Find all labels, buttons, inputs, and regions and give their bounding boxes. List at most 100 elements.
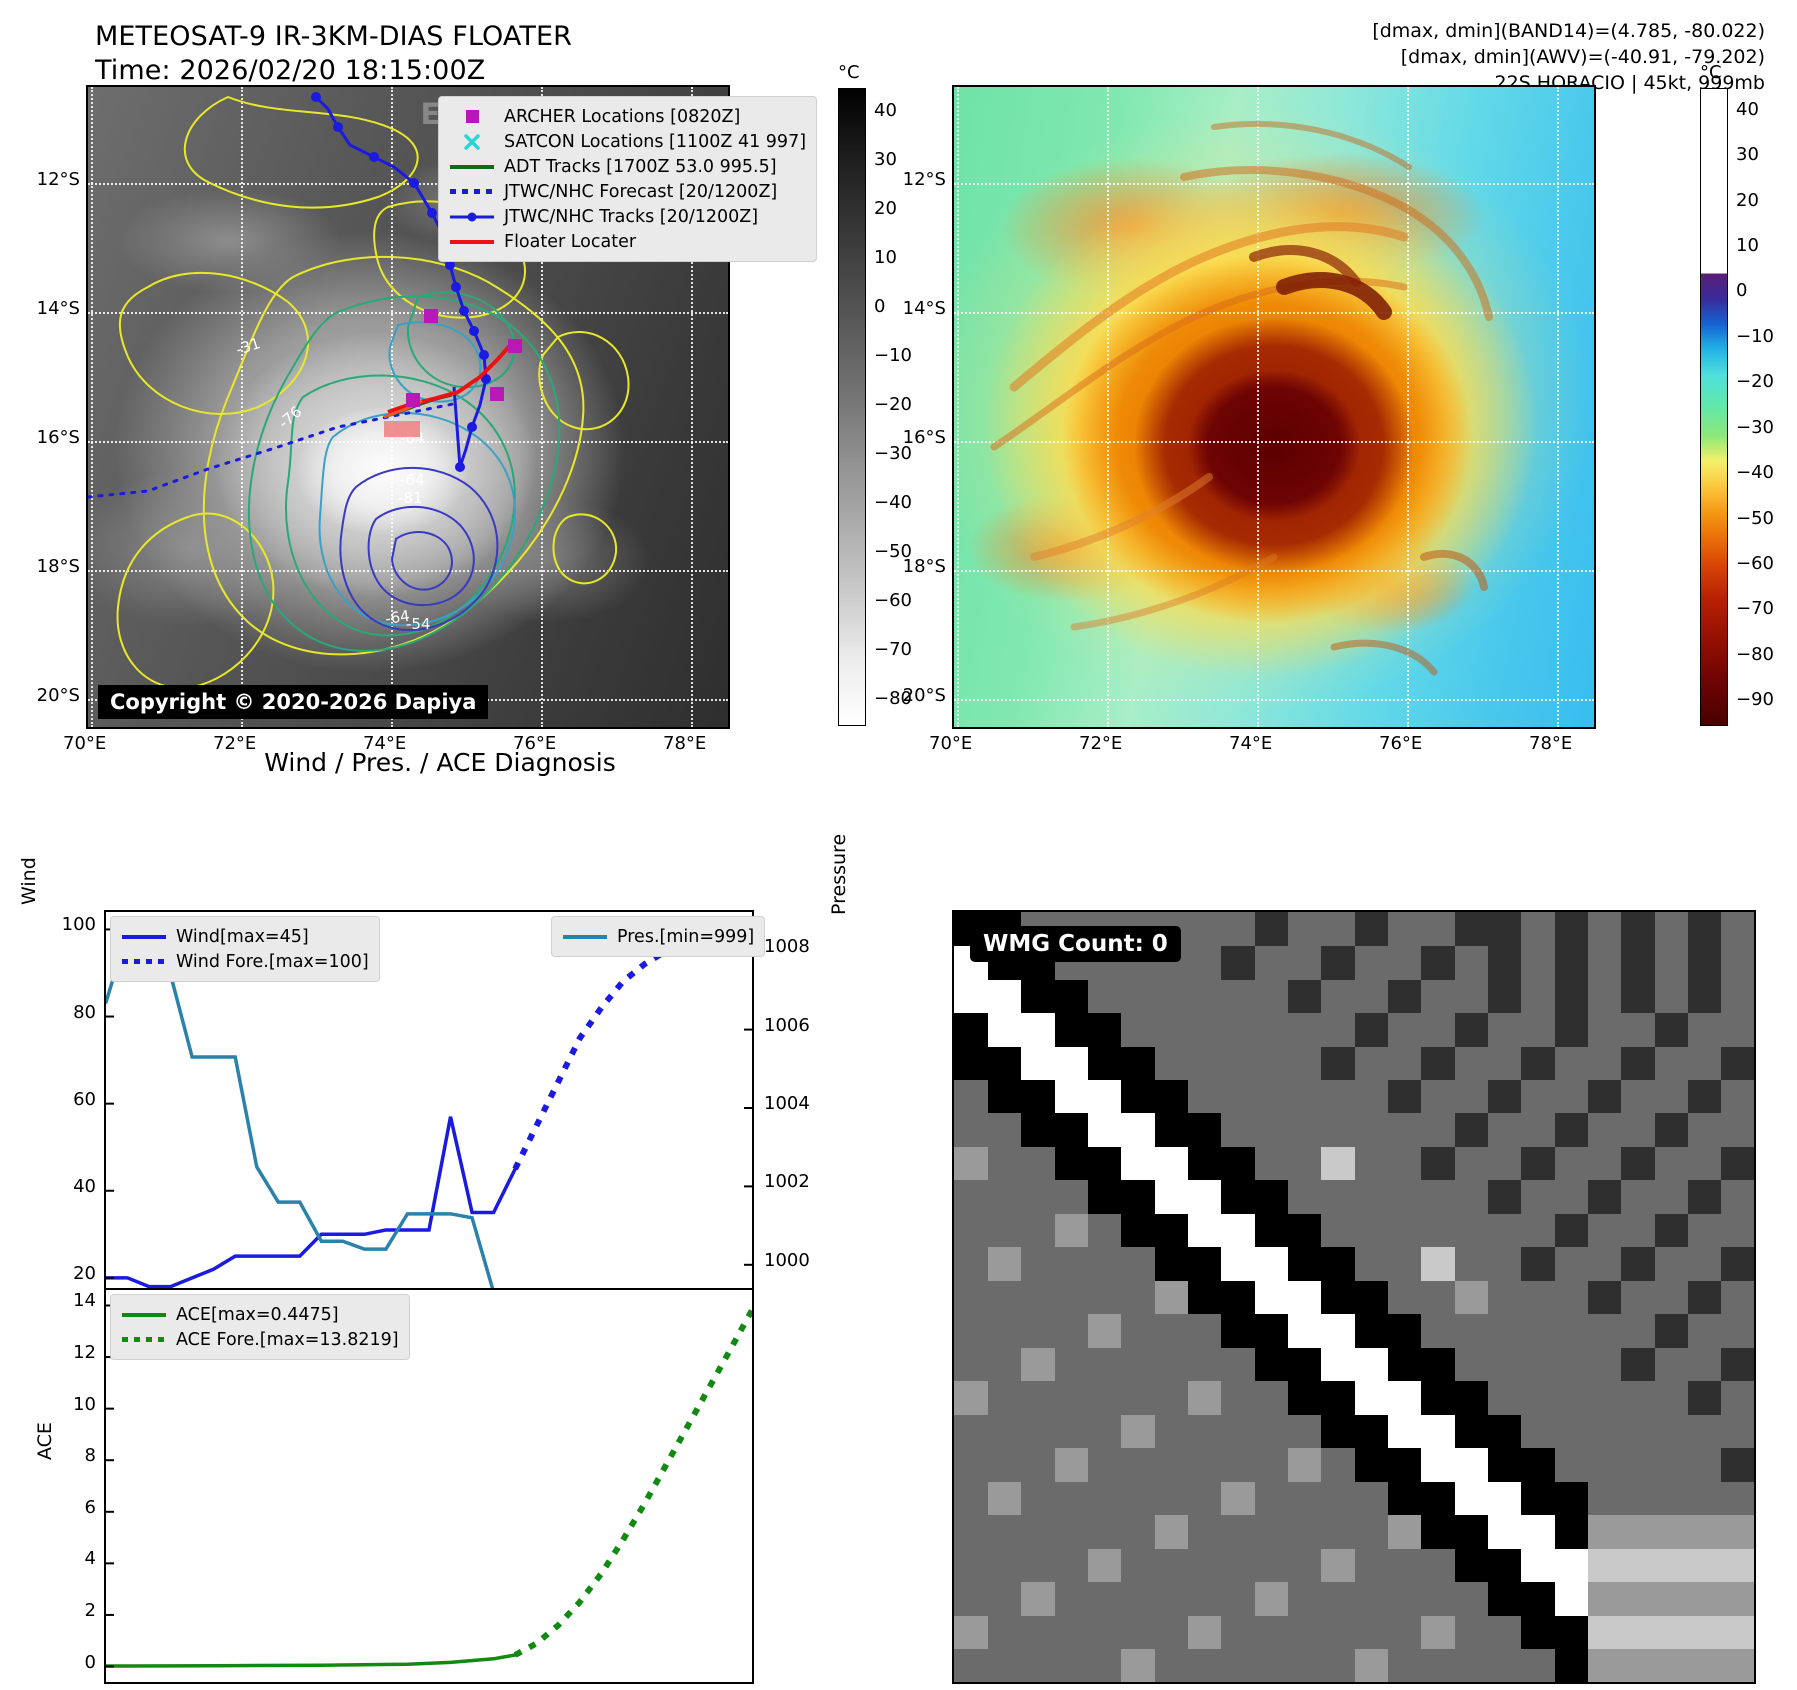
wmg-cell: [1087, 1447, 1122, 1482]
solid-line-icon: [562, 934, 608, 939]
wind-y-tick: 40: [73, 1175, 96, 1197]
contour-label: -31: [234, 334, 263, 359]
wmg-cell: [1620, 1581, 1655, 1616]
wmg-cell: [1020, 1313, 1055, 1348]
wmg-cell: [1654, 1615, 1688, 1650]
wmg-cell: [1620, 1481, 1655, 1516]
wmg-cell: [1654, 1179, 1688, 1214]
wmg-cell: [1420, 912, 1455, 947]
wmg-cell: [1054, 1280, 1088, 1315]
wmg-cell: [1320, 1313, 1355, 1348]
wmg-cell: [1054, 1012, 1088, 1047]
dmax-awv-text: [dmax, dmin](AWV)=(-40.91, -79.202): [1400, 46, 1765, 68]
wmg-cell: [1054, 1548, 1088, 1583]
wmg-cell: [1654, 1313, 1688, 1348]
wmg-cell: [1254, 1179, 1288, 1214]
wmg-cell: [1720, 1514, 1754, 1549]
wmg-image[interactable]: WMG Count: 0: [952, 910, 1756, 1684]
wmg-cell: [1287, 912, 1322, 947]
ace-y-tick: 8: [84, 1445, 96, 1467]
wmg-cell: [1620, 1045, 1655, 1080]
wmg-cell: [1087, 1246, 1122, 1281]
wmg-cell: [1687, 1045, 1722, 1080]
wmg-cell: [1587, 1548, 1622, 1583]
awv-colorbar-unit: °C: [1700, 62, 1722, 83]
wmg-cell: [1287, 978, 1322, 1014]
pressure-y-tick: 1006: [764, 1014, 810, 1036]
wmg-cell: [1154, 1648, 1188, 1682]
wmg-cell: [1520, 1012, 1555, 1047]
wmg-cell: [1387, 1581, 1422, 1616]
legend-item-3: JTWC/NHC Forecast [20/1200Z]: [449, 179, 806, 204]
wmg-cell: [1720, 1648, 1754, 1682]
wmg-cell: [1054, 1481, 1088, 1516]
wmg-cell: [1320, 1246, 1355, 1281]
wmg-cell: [1720, 1481, 1754, 1516]
wmg-cell: [1187, 1012, 1222, 1047]
wmg-cell: [1420, 1045, 1455, 1080]
wmg-cell: [1320, 1514, 1355, 1549]
wmg-cell: [1154, 1414, 1188, 1449]
awv-enhanced-image[interactable]: [952, 85, 1596, 729]
wmg-cell: [1454, 1079, 1488, 1114]
wmg-cell: [1354, 1615, 1388, 1650]
wmg-cell: [1520, 1481, 1555, 1516]
wmg-cell: [1487, 1481, 1522, 1516]
awv-lat-tick: 12°S: [902, 169, 946, 190]
wmg-cell: [1387, 978, 1422, 1014]
wmg-cell: [1587, 1179, 1622, 1214]
wmg-cell: [1654, 1581, 1688, 1616]
wmg-cell: [1254, 945, 1288, 980]
dotted-line-icon: [121, 1337, 167, 1342]
wmg-cell: [1620, 1648, 1655, 1682]
awv-colorbar-tick: −60: [1736, 553, 1774, 574]
wmg-cell: [1020, 1213, 1055, 1248]
wmg-cell: [1587, 1447, 1622, 1482]
wmg-cell: [1687, 1447, 1722, 1482]
ir-colorbar-tick: 10: [874, 247, 897, 269]
wmg-cell: [1554, 1045, 1588, 1080]
wmg-cell: [1120, 1481, 1155, 1516]
wmg-cell: [987, 1079, 1022, 1114]
wmg-cell: [1154, 1112, 1188, 1147]
wmg-cell: [1554, 1414, 1588, 1449]
wmg-cell: [1320, 1112, 1355, 1147]
wmg-cell: [1687, 912, 1722, 947]
wmg-cell: [1354, 1347, 1388, 1382]
wmg-cell: [1554, 945, 1588, 980]
ir-colorbar-tick: −80: [874, 687, 912, 709]
page-title: METEOSAT-9 IR-3KM-DIAS FLOATER Time: 202…: [95, 20, 572, 88]
wmg-cell: [1187, 1581, 1222, 1616]
wmg-cell: [987, 1012, 1022, 1047]
wmg-cell: [1254, 1648, 1288, 1682]
wmg-cell: [1387, 1313, 1422, 1348]
wmg-cell: [987, 1347, 1022, 1382]
wmg-cell: [1687, 1246, 1722, 1281]
dotted-line-icon: [121, 959, 167, 964]
wmg-cell: [1420, 1447, 1455, 1482]
wmg-cell: [1054, 1347, 1088, 1382]
wmg-cell: [1520, 1380, 1555, 1415]
awv-colorbar-tick: 30: [1736, 144, 1759, 166]
pressure-axis-label: Pressure: [828, 833, 850, 915]
copyright-text: Copyright © 2020-2026 Dapiya: [98, 685, 489, 719]
wmg-cell: [1554, 1112, 1588, 1147]
wmg-cell: [1520, 1347, 1555, 1382]
wmg-cell: [1454, 1447, 1488, 1482]
wmg-cell: [1287, 1213, 1322, 1248]
awv-colorbar-tick: −80: [1736, 643, 1774, 665]
awv-bands: [990, 120, 1493, 676]
wmg-cell: [1454, 1213, 1488, 1248]
wmg-cell: [1187, 978, 1222, 1014]
wmg-cell: [1354, 1380, 1388, 1415]
wmg-cell: [1420, 1012, 1455, 1047]
wmg-cell: [1120, 1213, 1155, 1248]
wmg-cell: [1287, 1514, 1322, 1549]
wmg-cell: [954, 1481, 988, 1516]
wmg-cell: [1720, 1447, 1754, 1482]
wmg-cell: [1120, 1313, 1155, 1348]
series-1: [512, 926, 752, 1171]
wmg-cell: [1120, 1548, 1155, 1583]
ir-floater-image[interactable]: -31 -64 -64 -76 -81 -64 -54: [86, 85, 730, 729]
wmg-cell: [1354, 1112, 1388, 1147]
